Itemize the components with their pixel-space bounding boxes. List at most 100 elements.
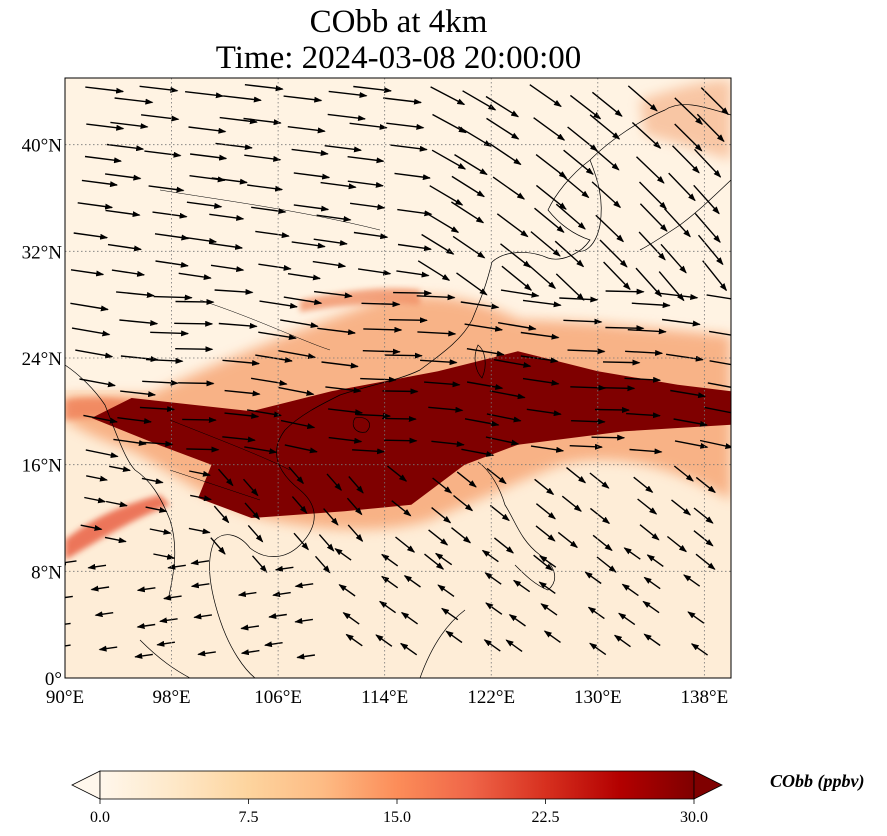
wind-arrow <box>591 434 626 441</box>
wind-arrow <box>605 288 645 295</box>
wind-arrow <box>557 531 578 549</box>
wind-arrow <box>296 653 315 660</box>
wind-arrow <box>403 575 421 588</box>
wind-arrow <box>569 443 603 450</box>
wind-arrow <box>535 503 556 520</box>
wind-arrow <box>665 353 704 362</box>
wind-arrow <box>416 294 456 301</box>
wind-arrow <box>533 554 554 571</box>
wind-arrow <box>520 355 559 364</box>
wind-arrow <box>150 330 190 337</box>
wind-arrow <box>316 214 352 222</box>
wind-arrow <box>631 121 662 149</box>
wind-arrow <box>697 234 724 266</box>
wind-arrow <box>217 468 234 487</box>
wind-arrow <box>540 603 558 616</box>
wind-arrow <box>363 326 403 333</box>
plume-ne-patch <box>640 80 731 160</box>
wind-arrow <box>156 640 176 647</box>
wind-arrow <box>350 202 386 210</box>
wind-arrow <box>293 532 309 551</box>
wind-arrow <box>484 572 502 585</box>
wind-arrow <box>145 506 168 513</box>
wind-arrow <box>489 390 526 400</box>
wind-arrow <box>111 269 146 277</box>
wind-arrow <box>352 448 386 455</box>
colorbar-gradient <box>99 770 695 800</box>
wind-arrow <box>70 269 105 277</box>
wind-arrow <box>417 330 457 337</box>
wind-arrow <box>395 536 416 553</box>
wind-arrow <box>280 419 316 430</box>
wind-arrow <box>378 600 397 614</box>
colorbar-tick-label: 7.5 <box>239 809 259 826</box>
map-title-line-2: Time: 2024-03-08 20:00:00 <box>215 40 582 76</box>
map-title-line-1: CObb at 4km <box>309 4 488 40</box>
wind-arrow <box>317 327 356 336</box>
wind-arrow <box>497 322 537 331</box>
wind-arrow <box>65 559 77 566</box>
wind-arrow <box>321 361 359 369</box>
wind-arrow <box>589 144 620 171</box>
wind-arrow <box>530 445 565 453</box>
wind-arrow <box>84 155 122 164</box>
x-tick-label: 90°E <box>46 687 84 708</box>
wind-arrow <box>699 439 731 449</box>
wind-arrow <box>190 559 210 566</box>
wind-arrow <box>274 565 294 572</box>
wind-arrow <box>247 524 264 543</box>
wind-arrow <box>687 611 705 624</box>
wind-arrow <box>163 594 182 601</box>
wind-arrow <box>695 476 716 494</box>
wind-arrow <box>244 154 282 162</box>
wind-arrow <box>621 583 639 597</box>
wind-arrow <box>324 145 362 153</box>
wind-arrow <box>533 117 566 141</box>
wind-arrow <box>445 630 463 644</box>
wind-arrow <box>70 302 109 312</box>
coastline-hainan <box>352 417 370 433</box>
wind-arrow <box>589 507 611 525</box>
wind-arrow <box>596 556 617 573</box>
wind-arrow <box>623 547 641 560</box>
wind-arrow <box>328 408 364 416</box>
wind-arrow <box>400 612 419 625</box>
wind-arrow <box>120 390 157 398</box>
wind-arrow <box>500 289 540 298</box>
wind-arrow <box>693 530 714 547</box>
wind-arrow <box>441 607 459 621</box>
wind-arrow <box>466 381 504 390</box>
wind-arrow <box>417 260 451 281</box>
wind-arrow <box>86 123 125 131</box>
wind-arrow <box>294 617 313 624</box>
wind-arrow <box>110 121 149 130</box>
wind-arrow <box>462 90 497 111</box>
wind-arrow <box>255 230 290 239</box>
wind-arrow <box>627 328 667 335</box>
wind-arrow <box>594 406 630 413</box>
wind-arrow <box>674 97 703 125</box>
colorbar-tick-label: 30.0 <box>680 809 708 826</box>
wind-arrow <box>190 153 228 161</box>
wind-arrow <box>486 413 522 423</box>
wind-arrow <box>73 232 109 240</box>
wind-arrow <box>268 613 287 619</box>
wind-arrow <box>148 185 185 193</box>
wind-arrow <box>452 235 486 259</box>
wind-arrow <box>696 113 725 143</box>
wind-arrow <box>362 348 401 355</box>
wind-arrow <box>603 261 631 291</box>
wind-arrow <box>709 360 731 366</box>
wind-arrow <box>244 84 284 92</box>
wind-arrow <box>243 117 282 126</box>
wind-arrow <box>420 359 458 366</box>
wind-arrow <box>613 634 631 648</box>
wind-arrow <box>530 231 561 257</box>
wind-arrow <box>431 440 465 448</box>
wind-arrow <box>591 181 622 209</box>
wind-arrow <box>65 644 71 647</box>
x-tick-label: 114°E <box>361 687 408 708</box>
coastline-korea <box>574 159 602 252</box>
wind-arrow <box>210 264 245 273</box>
wind-arrow <box>561 495 582 512</box>
